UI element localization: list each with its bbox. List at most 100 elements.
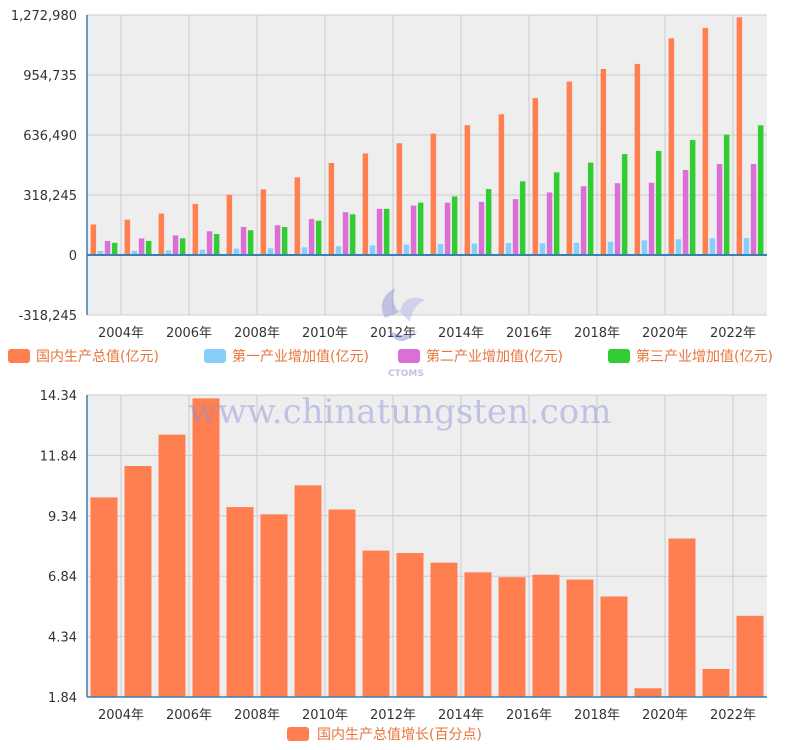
bar-secondary-14 [580,186,587,255]
legend-item-growth[interactable]: 国内生产总值增长(百分点) [287,727,482,743]
bottom-y-tick-label: 4.34 [48,631,77,646]
legend-item-tertiary[interactable]: 第三产业增加值(亿元) [608,348,773,365]
legend-label-primary: 第一产业增加值(亿元) [232,348,369,365]
bar-gdp-10 [430,133,437,255]
legend-item-secondary[interactable]: 第二产业增加值(亿元) [398,348,563,365]
bar-secondary-3 [206,231,213,255]
legend-label-tertiary: 第三产业增加值(亿元) [636,348,773,365]
bar-primary-2 [165,250,172,255]
bar-growth-8 [362,550,390,697]
bar-primary-12 [505,242,512,255]
bottom-x-tick-labels: 2004年 2006年 2008年 2010年 2012年 2014年 2016年 2018年… [98,708,756,723]
bottom-y-tick-label: 9.34 [48,510,77,525]
top-y-tick-labels: 1,272,980 954,735 636,490 318,245 0 -318,245 [11,9,77,324]
bar-primary-1 [131,250,138,255]
bar-tertiary-19 [757,125,764,255]
top-legend[interactable]: 国内生产总值(亿元) 第一产业增加值(亿元) 第二产业增加值(亿元) 第三产业增加值(… [8,348,773,365]
bar-secondary-18 [716,163,723,255]
top-y-tick-label: 636,490 [23,129,77,144]
bar-gdp-19 [736,17,743,255]
legend-swatch-secondary [398,349,420,363]
bar-primary-7 [335,246,342,255]
bar-tertiary-18 [723,134,730,255]
bar-gdp-16 [634,63,641,255]
top-bars [90,17,764,256]
bar-secondary-15 [614,183,621,255]
bar-growth-13 [532,574,560,697]
bar-growth-19 [736,615,764,697]
top-x-tick-label: 2016年 [506,326,552,341]
top-x-tick-label: 2018年 [574,326,620,341]
bar-tertiary-7 [349,214,356,255]
bar-tertiary-10 [451,196,458,255]
bar-secondary-6 [308,218,315,255]
legend-swatch-growth [287,727,309,741]
bottom-x-tick-label: 2004年 [98,708,144,723]
legend-swatch-gdp [8,349,30,363]
bar-tertiary-14 [587,162,594,255]
bar-growth-2 [158,434,186,697]
top-x-tick-labels: 2004年 2006年 2008年 2010年 2012年 2014年 2016年 2018年… [98,326,756,341]
bar-secondary-1 [138,238,145,255]
watermark-text: www.chinatungsten.com [189,392,612,432]
gdp-components-chart: 1,272,980954,735636,490318,2450-318,245 … [8,9,773,365]
bottom-x-tick-label: 2014年 [438,708,484,723]
bar-gdp-8 [362,153,369,255]
bottom-y-tick-label: 6.84 [48,570,77,585]
bar-primary-5 [267,248,274,255]
bar-gdp-12 [498,114,505,255]
bar-secondary-7 [342,212,349,255]
top-gridlines [87,14,767,316]
bar-growth-4 [226,507,254,697]
bar-gdp-17 [668,38,675,256]
bar-secondary-10 [444,202,451,255]
bar-growth-11 [464,572,492,697]
bottom-x-tick-label: 2016年 [506,708,552,723]
bar-tertiary-12 [519,181,526,255]
legend-swatch-tertiary [608,349,630,363]
bar-growth-0 [90,497,118,697]
legend-label-growth: 国内生产总值增长(百分点) [317,727,482,743]
bar-secondary-16 [648,182,655,255]
top-axes [86,15,767,315]
top-y-tick-label: 1,272,980 [11,9,77,24]
bar-growth-7 [328,509,356,697]
bar-tertiary-1 [145,240,152,255]
bar-primary-18 [709,238,716,255]
legend-item-gdp[interactable]: 国内生产总值(亿元) [8,349,159,365]
top-x-tick-label: 2010年 [302,326,348,341]
bar-tertiary-3 [213,234,220,255]
bar-gdp-6 [294,177,301,255]
top-y-tick-label: 0 [69,249,77,264]
top-y-tick-label: 954,735 [23,69,77,84]
watermark-logo-text: CTOMS [388,369,424,379]
bar-primary-6 [301,247,308,255]
watermark: CTOMS www.chinatungsten.com [189,288,612,432]
bottom-legend[interactable]: 国内生产总值增长(百分点) [287,727,482,743]
bar-tertiary-15 [621,154,628,255]
bar-secondary-8 [376,208,383,255]
bar-secondary-17 [682,169,689,255]
bar-growth-5 [260,514,288,697]
bar-secondary-4 [240,226,247,255]
top-plot-background [87,15,767,315]
bar-growth-14 [566,579,594,697]
bottom-x-tick-label: 2012年 [370,708,416,723]
bar-gdp-11 [464,125,471,255]
bar-primary-16 [641,240,648,255]
bar-primary-14 [573,242,580,255]
bottom-x-tick-label: 2006年 [166,708,212,723]
bar-primary-13 [539,243,546,255]
bar-growth-18 [702,668,730,697]
bar-secondary-19 [750,164,757,255]
bar-primary-11 [471,243,478,255]
legend-item-primary[interactable]: 第一产业增加值(亿元) [204,348,369,365]
bar-primary-4 [233,248,240,255]
bar-gdp-18 [702,27,709,255]
bar-tertiary-8 [383,208,390,255]
bar-growth-17 [668,538,696,697]
bar-primary-15 [607,241,614,255]
bar-secondary-5 [274,225,281,255]
